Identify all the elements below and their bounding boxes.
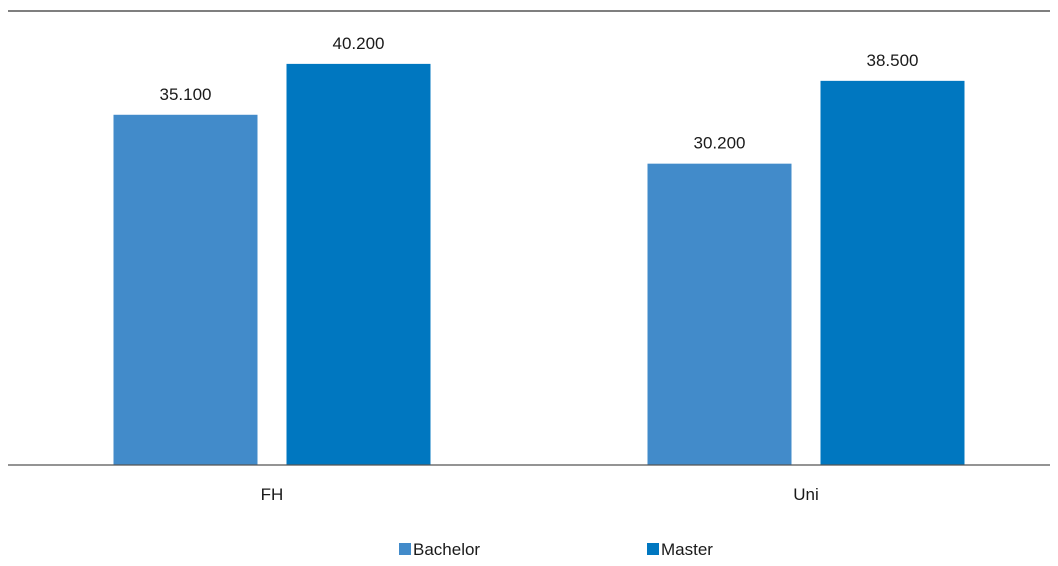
- legend-swatch-master: [647, 543, 659, 555]
- value-label-master-uni: 38.500: [867, 51, 919, 70]
- bar-bachelor-uni: [647, 163, 792, 465]
- value-label-master-fh: 40.200: [333, 34, 385, 53]
- category-label-fh: FH: [261, 485, 284, 504]
- legend-label-master: Master: [661, 540, 713, 559]
- bar-master-fh: [286, 63, 431, 466]
- value-label-bachelor-uni: 30.200: [694, 134, 746, 153]
- legend-label-bachelor: Bachelor: [413, 540, 480, 559]
- legend: Bachelor Master: [399, 540, 713, 559]
- bar-bachelor-fh: [113, 114, 258, 466]
- bar-master-uni: [820, 80, 965, 465]
- value-label-bachelor-fh: 35.100: [160, 85, 212, 104]
- legend-swatch-bachelor: [399, 543, 411, 555]
- category-label-uni: Uni: [793, 485, 819, 504]
